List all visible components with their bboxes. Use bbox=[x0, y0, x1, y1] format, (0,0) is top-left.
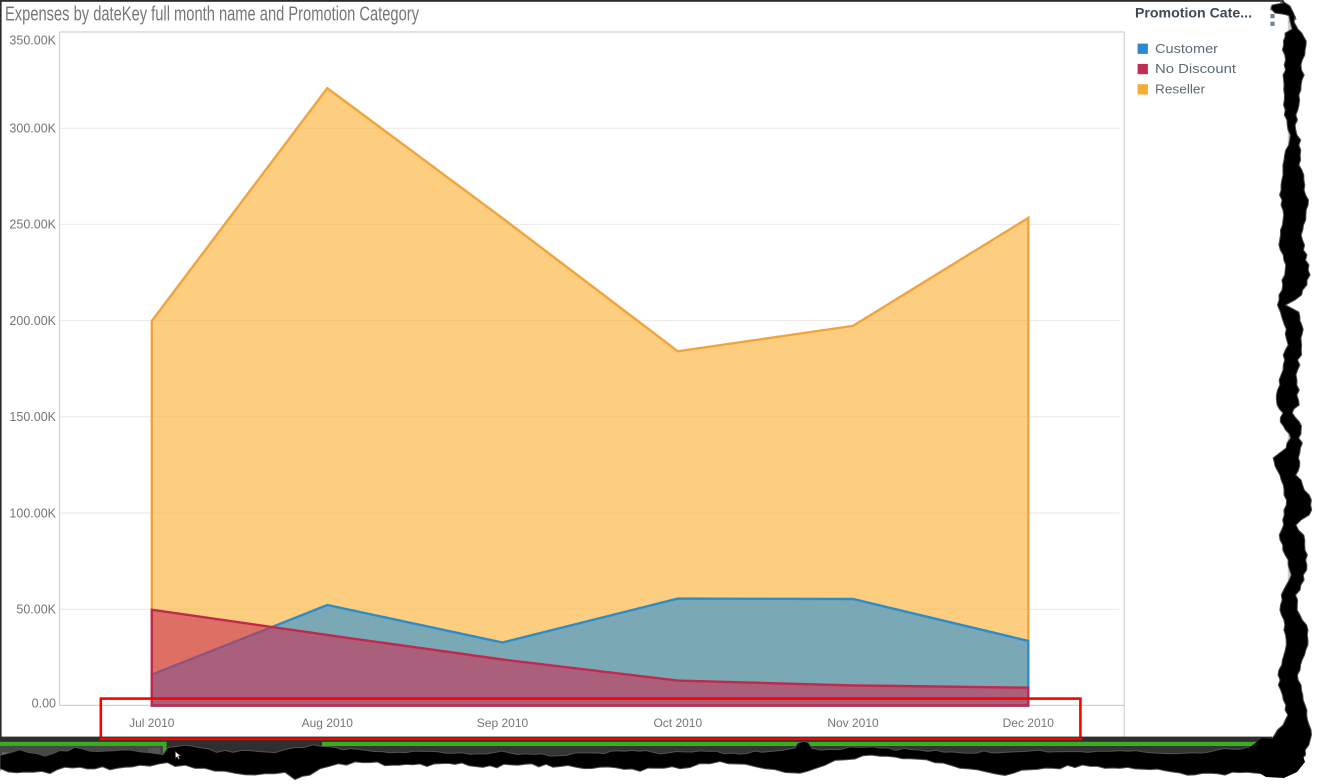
svg-text:200.00K: 200.00K bbox=[9, 314, 56, 328]
svg-text:Sep 2010: Sep 2010 bbox=[477, 716, 529, 730]
svg-text:100.00K: 100.00K bbox=[9, 506, 56, 520]
svg-text:Expenses by dateKey full month: Expenses by dateKey full month name and … bbox=[5, 4, 419, 26]
svg-text:0.00: 0.00 bbox=[32, 696, 56, 710]
svg-text:50.00K: 50.00K bbox=[16, 603, 56, 617]
svg-text:250.00K: 250.00K bbox=[9, 218, 56, 232]
svg-text:Jul 2010: Jul 2010 bbox=[129, 716, 175, 730]
svg-text:150.00K: 150.00K bbox=[9, 410, 56, 424]
svg-text:Oct 2010: Oct 2010 bbox=[653, 716, 702, 730]
svg-text:Customer: Customer bbox=[1155, 41, 1219, 56]
svg-text:300.00K: 300.00K bbox=[9, 122, 56, 136]
svg-text:Promotion Cate...: Promotion Cate... bbox=[1135, 4, 1252, 20]
svg-text:Nov 2010: Nov 2010 bbox=[827, 716, 879, 730]
svg-text:350.00K: 350.00K bbox=[9, 34, 56, 48]
svg-text:No Discount: No Discount bbox=[1155, 61, 1236, 76]
svg-text:Dec 2010: Dec 2010 bbox=[1003, 716, 1055, 730]
svg-text:Reseller: Reseller bbox=[1155, 82, 1206, 97]
svg-text:Aug 2010: Aug 2010 bbox=[302, 716, 354, 730]
